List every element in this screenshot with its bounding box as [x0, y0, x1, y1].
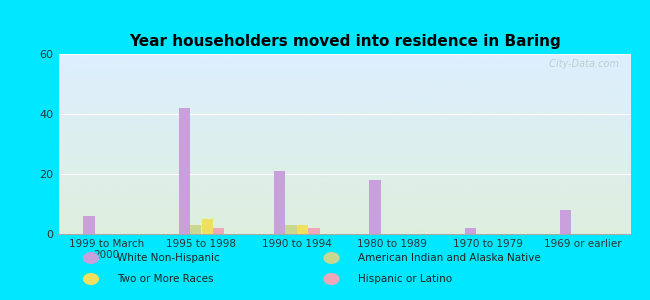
Bar [297, 225, 308, 234]
Text: Two or More Races: Two or More Races [117, 274, 213, 284]
Text: American Indian and Alaska Native: American Indian and Alaska Native [358, 253, 540, 263]
Title: Year householders moved into residence in Baring: Year householders moved into residence i… [129, 34, 560, 49]
Bar [202, 219, 213, 234]
Bar [308, 228, 320, 234]
Text: City-Data.com: City-Data.com [543, 59, 619, 69]
Bar [560, 210, 571, 234]
Bar [83, 216, 95, 234]
Text: White Non-Hispanic: White Non-Hispanic [117, 253, 220, 263]
Bar [369, 180, 381, 234]
Bar [465, 228, 476, 234]
Bar [179, 108, 190, 234]
Bar [190, 225, 202, 234]
Text: Hispanic or Latino: Hispanic or Latino [358, 274, 452, 284]
Bar [274, 171, 285, 234]
Bar [213, 228, 224, 234]
Bar [285, 225, 297, 234]
